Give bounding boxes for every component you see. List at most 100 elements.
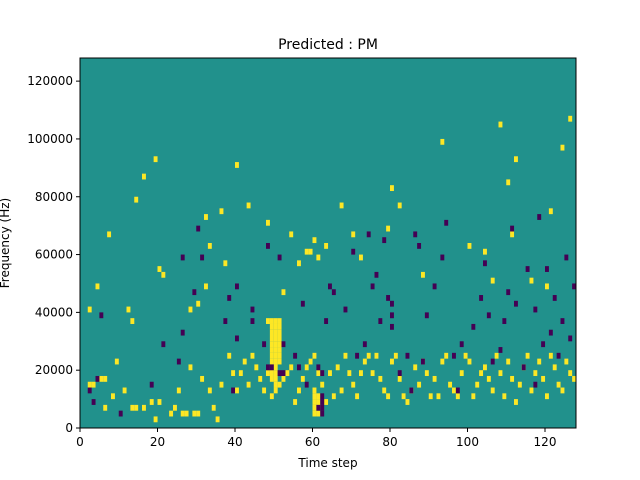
- heatmap-cell-high: [440, 358, 445, 365]
- y-axis: 0 20000 40000 60000 80000 100000 120000: [27, 74, 80, 435]
- heatmap-cell-high: [572, 375, 577, 382]
- heatmap-cell-low: [390, 323, 394, 330]
- heatmap-cell-high: [502, 393, 507, 400]
- heatmap-cell-high: [459, 370, 464, 377]
- heatmap-cell-low: [269, 364, 274, 371]
- heatmap-cell-high: [169, 410, 174, 417]
- heatmap-cell-high: [277, 323, 282, 330]
- heatmap-cell-high: [455, 393, 460, 400]
- heatmap-cell-low: [91, 399, 96, 405]
- heatmap-cell-high: [184, 410, 189, 417]
- heatmap-cell-high: [103, 404, 108, 411]
- x-tick-label: 40: [227, 435, 242, 449]
- heatmap-cell-high: [87, 381, 92, 388]
- heatmap-cell-low: [331, 289, 336, 296]
- heatmap-cell-high: [370, 370, 375, 377]
- heatmap-cell-low: [328, 283, 332, 290]
- heatmap-cell-low: [192, 289, 197, 296]
- x-axis: 0 20 40 60 80 100 120: [76, 428, 556, 449]
- heatmap-cell-high: [316, 399, 321, 405]
- heatmap-cell-high: [285, 370, 290, 377]
- heatmap-cell-high: [405, 399, 410, 405]
- heatmap-cell-low: [343, 306, 348, 313]
- heatmap-cell-low: [277, 254, 282, 261]
- heatmap-cell-low: [355, 352, 360, 359]
- heatmap-cell-high: [393, 352, 398, 359]
- heatmap-cell-low: [572, 283, 577, 290]
- heatmap-cell-high: [277, 352, 282, 359]
- heatmap-cell-high: [246, 381, 251, 388]
- heatmap-cell-low: [316, 364, 321, 371]
- heatmap-cell-high: [273, 352, 278, 359]
- heatmap-cell-high: [316, 393, 321, 400]
- heatmap-cell-low: [382, 237, 387, 244]
- heatmap-cell-low: [533, 381, 538, 388]
- heatmap-cell-high: [153, 416, 158, 423]
- heatmap-cell-high: [324, 399, 329, 405]
- heatmap-cell-high: [95, 283, 100, 290]
- heatmap-cell-low: [452, 352, 456, 359]
- heatmap-cell-high: [281, 375, 286, 382]
- x-axis-label: Time step: [297, 456, 357, 470]
- heatmap-cell-high: [266, 370, 270, 377]
- y-axis-label: Frequency (Hz): [0, 198, 12, 289]
- heatmap-cell-high: [312, 387, 317, 394]
- heatmap-cell-low: [362, 341, 367, 348]
- heatmap-cell-low: [320, 393, 325, 400]
- heatmap-cell-low: [444, 219, 449, 226]
- heatmap-cell-high: [490, 277, 495, 284]
- heatmap-cell-high: [277, 318, 282, 324]
- heatmap-cell-high: [362, 358, 367, 365]
- heatmap-cell-high: [463, 352, 468, 359]
- heatmap-cell-high: [91, 381, 96, 388]
- heatmap-cell-high: [273, 318, 278, 324]
- heatmap-cell-high: [483, 364, 487, 371]
- heatmap-cell-high: [560, 144, 565, 151]
- heatmap-cell-high: [316, 254, 321, 261]
- plot-frame: [79, 57, 577, 429]
- x-tick-label: 0: [76, 435, 84, 449]
- heatmap-cell-high: [316, 410, 321, 417]
- heatmap-cell-high: [277, 335, 282, 342]
- heatmap-cell-low: [118, 410, 123, 417]
- heatmap-cell-high: [510, 231, 515, 238]
- heatmap-cell-high: [467, 358, 472, 365]
- heatmap-cell-high: [277, 347, 282, 353]
- heatmap-cell-high: [277, 341, 282, 348]
- heatmap-cell-high: [262, 387, 267, 394]
- x-tick-label: 80: [382, 435, 397, 449]
- heatmap-cell-high: [293, 399, 298, 405]
- heatmap-cell-high: [227, 352, 232, 359]
- heatmap-cell-high: [386, 393, 391, 400]
- heatmap-cell-high: [173, 404, 177, 411]
- heatmap-cell-low: [281, 370, 286, 377]
- heatmap-cell-high: [533, 370, 538, 377]
- heatmap-cell-high: [130, 404, 135, 411]
- heatmap-cell-low: [459, 341, 464, 348]
- heatmap-cell-low: [266, 243, 270, 249]
- heatmap-cell-high: [273, 381, 278, 388]
- heatmap-cell-high: [498, 370, 503, 377]
- heatmap-cell-low: [417, 243, 422, 249]
- heatmap-cell-low: [320, 399, 325, 405]
- heatmap-cell-high: [269, 323, 274, 330]
- heatmap-cell-high: [308, 248, 313, 255]
- heatmap-cell-high: [176, 387, 181, 394]
- heatmap-cell-high: [273, 358, 278, 365]
- heatmap-cell-low: [378, 318, 383, 324]
- heatmap-cell-low: [316, 404, 321, 411]
- heatmap-cell-high: [514, 156, 518, 163]
- heatmap-cell-low: [413, 231, 418, 238]
- heatmap-cell-low: [293, 352, 298, 359]
- heatmap-cell-high: [467, 243, 472, 249]
- heatmap-cell-low: [351, 248, 356, 255]
- chart-title: Predicted : PM: [278, 37, 378, 53]
- heatmap-cell-high: [506, 358, 511, 365]
- heatmap-cell-high: [266, 219, 270, 226]
- heatmap-cell-high: [331, 393, 336, 400]
- heatmap-cell-low: [266, 364, 270, 371]
- heatmap-cell-high: [545, 393, 549, 400]
- heatmap-cell-high: [273, 323, 278, 330]
- heatmap-cell-high: [254, 364, 259, 371]
- heatmap-cell-high: [568, 370, 573, 377]
